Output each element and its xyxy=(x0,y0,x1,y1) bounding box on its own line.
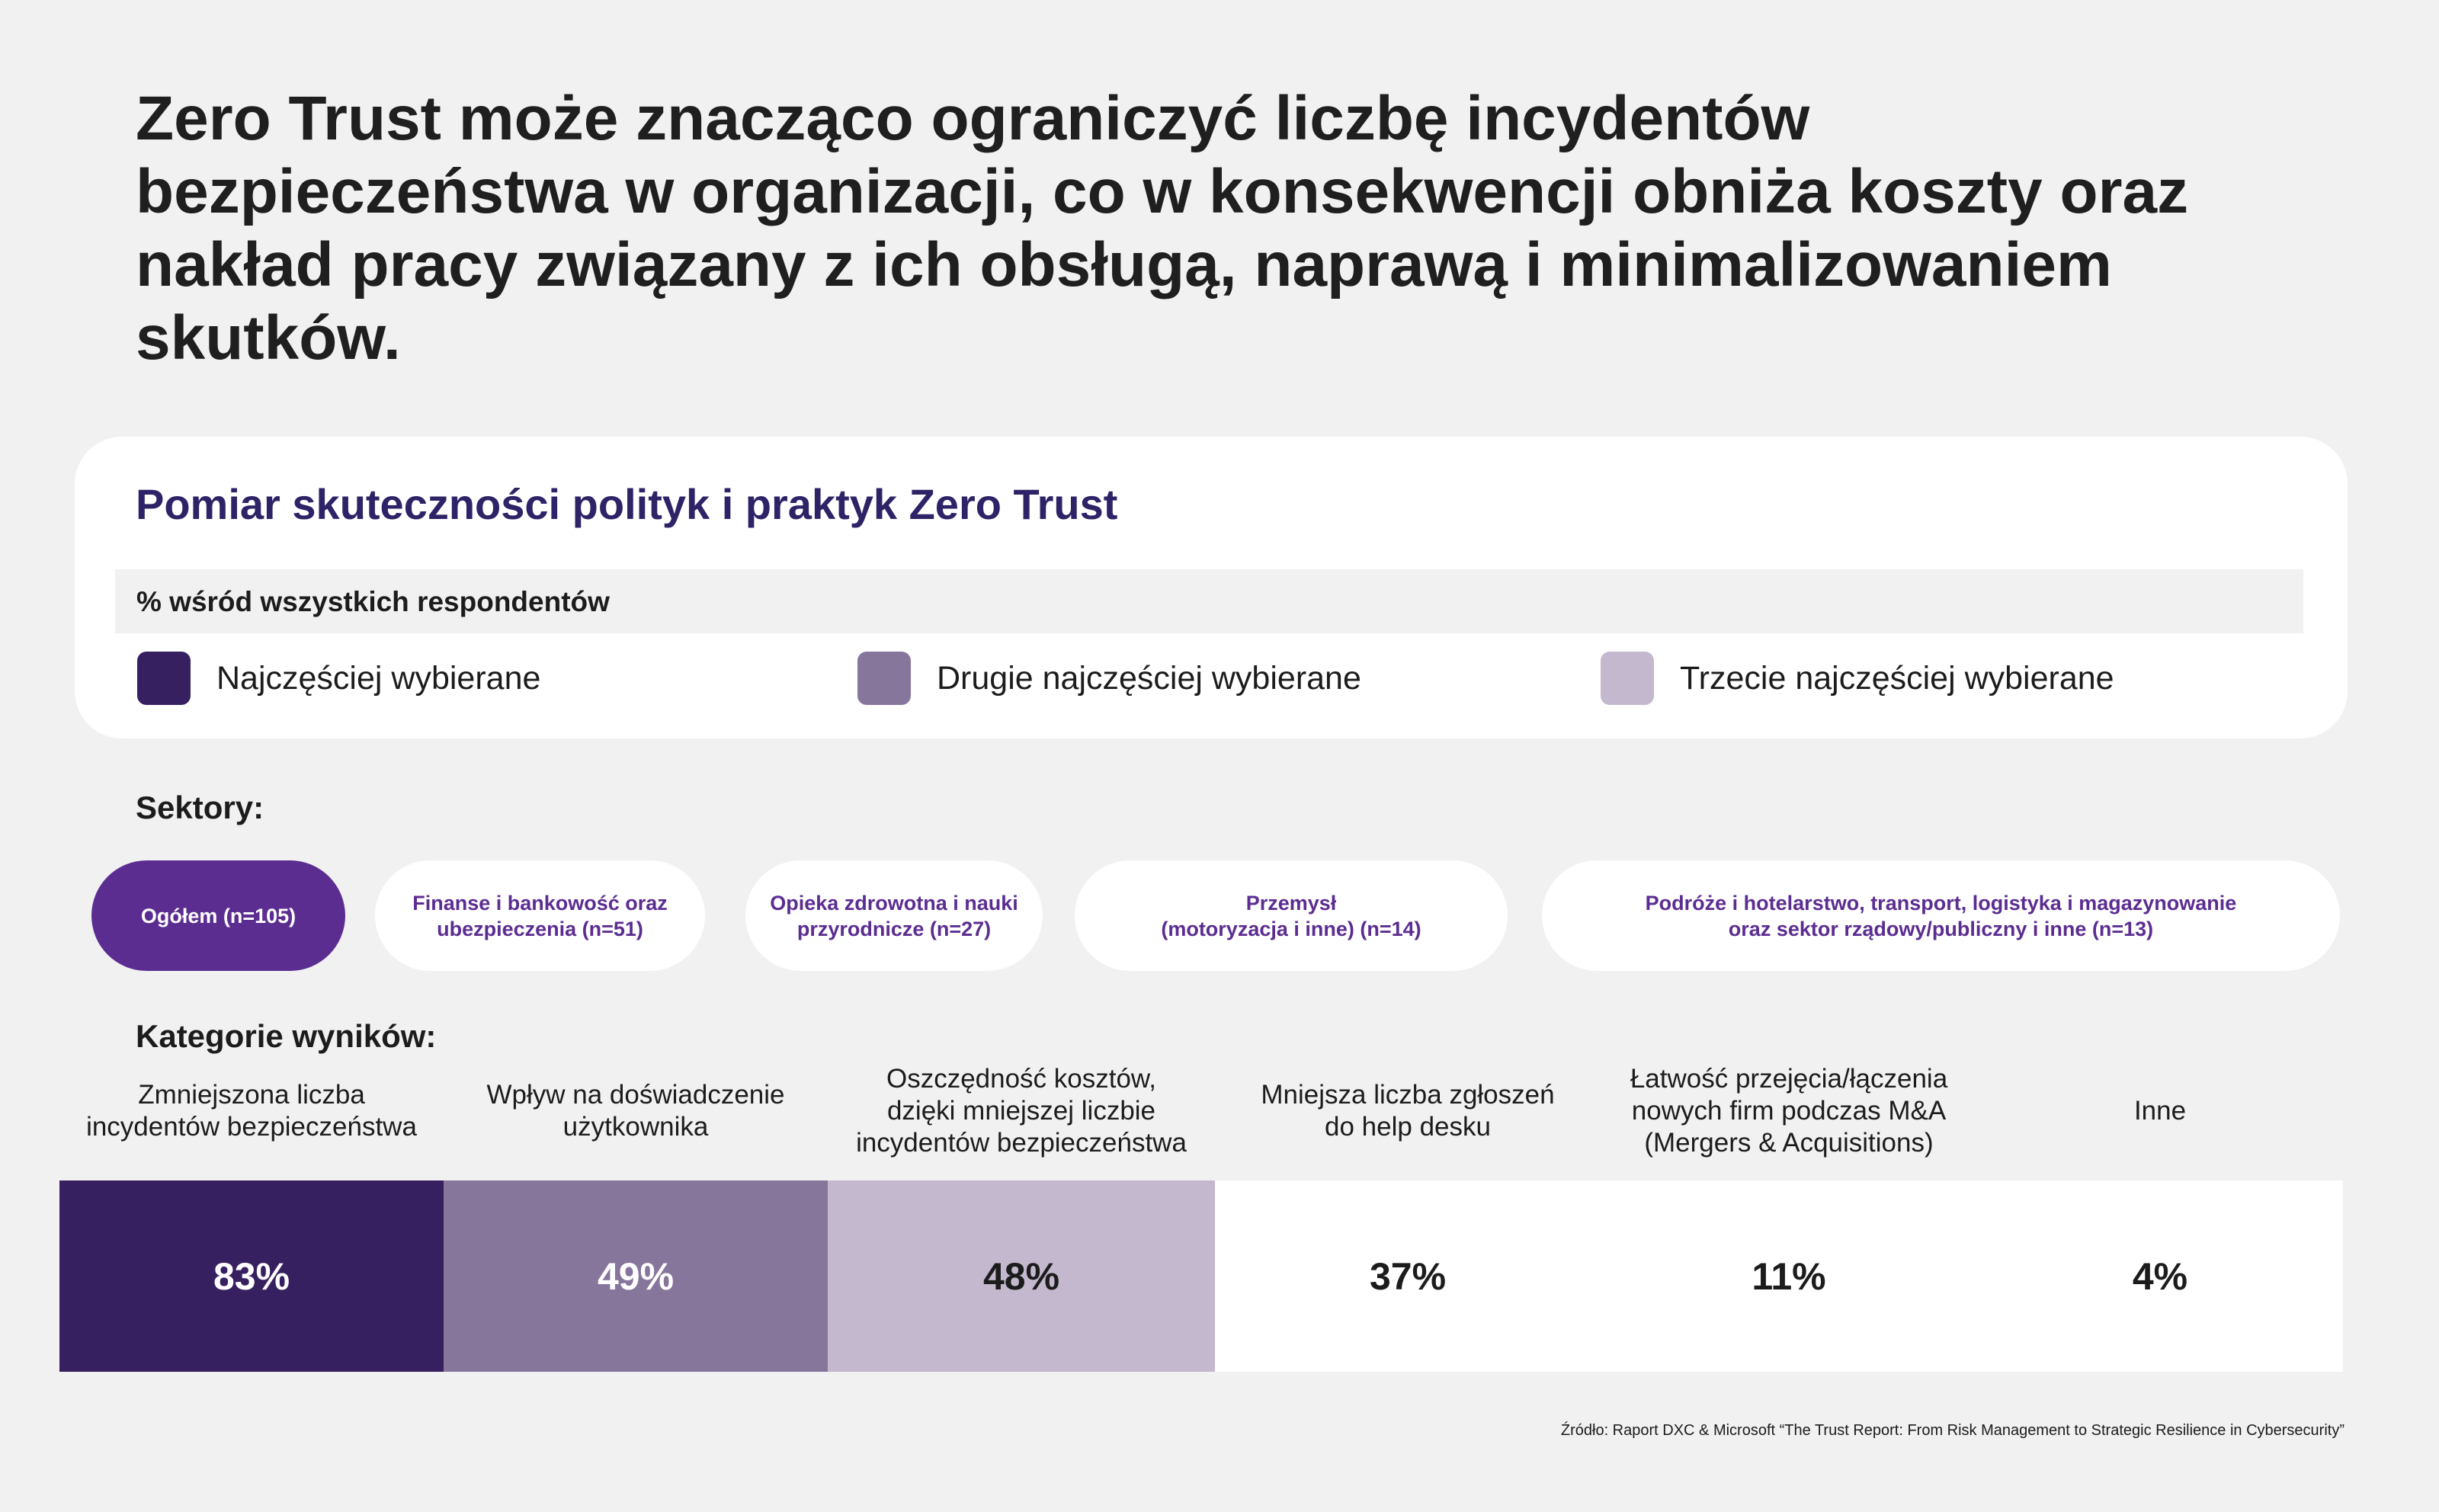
legend-swatch xyxy=(857,652,911,705)
category-label: Mniejsza liczba zgłoszeń do help desku xyxy=(1261,1080,1555,1142)
legend-label: Trzecie najczęściej wybierane xyxy=(1680,659,2114,697)
legend-item-first: Najczęściej wybierane xyxy=(137,652,540,705)
category-label: Wpływ na doświadczenie użytkownika xyxy=(486,1080,785,1142)
bar-segment: 49% xyxy=(444,1180,828,1372)
bar-segment: 11% xyxy=(1601,1180,1977,1372)
category-label: Oszczędność kosztów, dzięki mniejszej li… xyxy=(856,1064,1187,1158)
legend-label: Najczęściej wybierane xyxy=(216,659,541,697)
sector-tab-overall[interactable]: Ogółem (n=105) xyxy=(91,860,345,971)
bar-segment: 48% xyxy=(828,1180,1215,1372)
sector-tab-finance[interactable]: Finanse i bankowość oraz ubezpieczenia (… xyxy=(375,860,705,971)
source-note: Źródło: Raport DXC & Microsoft “The Trus… xyxy=(1560,1422,2344,1439)
data-label: 83% xyxy=(213,1254,290,1298)
chart-title: Kategorie wyników: xyxy=(136,1018,437,1054)
headline: Zero Trust może znacząco ograniczyć licz… xyxy=(136,84,2189,373)
legend-label: Drugie najczęściej wybierane xyxy=(937,659,1361,697)
subtitle-bar: % wśród wszystkich respondentów xyxy=(115,569,2303,633)
category-label: Łatwość przejęcia/łączenia nowych firm p… xyxy=(1630,1064,1948,1158)
bar-segment: 83% xyxy=(59,1180,444,1372)
data-label: 48% xyxy=(982,1254,1060,1298)
category-label: Zmniejszona liczba incydentów bezpieczeń… xyxy=(86,1080,417,1142)
bar-segment: 4% xyxy=(1977,1180,2343,1372)
card-title: Pomiar skuteczności polityk i praktyk Ze… xyxy=(136,480,1118,528)
sector-tab-industry[interactable]: Przemysł (motoryzacja i inne) (n=14) xyxy=(1075,860,1508,971)
bar-segment: 37% xyxy=(1215,1180,1601,1372)
legend-swatch xyxy=(137,652,191,705)
subtitle: % wśród wszystkich respondentów xyxy=(136,586,610,617)
data-label: 4% xyxy=(2132,1254,2188,1298)
legend-card: Pomiar skuteczności polityk i praktyk Ze… xyxy=(75,437,2348,738)
data-label: 37% xyxy=(1369,1254,1447,1298)
legend-swatch xyxy=(1601,652,1654,705)
sector-tab-travel-public[interactable]: Podróże i hotelarstwo, transport, logist… xyxy=(1542,860,2340,971)
sector-tab-healthcare[interactable]: Opieka zdrowotna i nauki przyrodnicze (n… xyxy=(745,860,1043,971)
data-label: 11% xyxy=(1752,1254,1826,1298)
data-label: 49% xyxy=(597,1254,675,1298)
sectors-label: Sektory: xyxy=(136,790,264,825)
category-label: Inne xyxy=(2133,1096,2187,1126)
legend-item-third: Trzecie najczęściej wybierane xyxy=(1601,652,2114,705)
legend-item-second: Drugie najczęściej wybierane xyxy=(857,652,1361,705)
